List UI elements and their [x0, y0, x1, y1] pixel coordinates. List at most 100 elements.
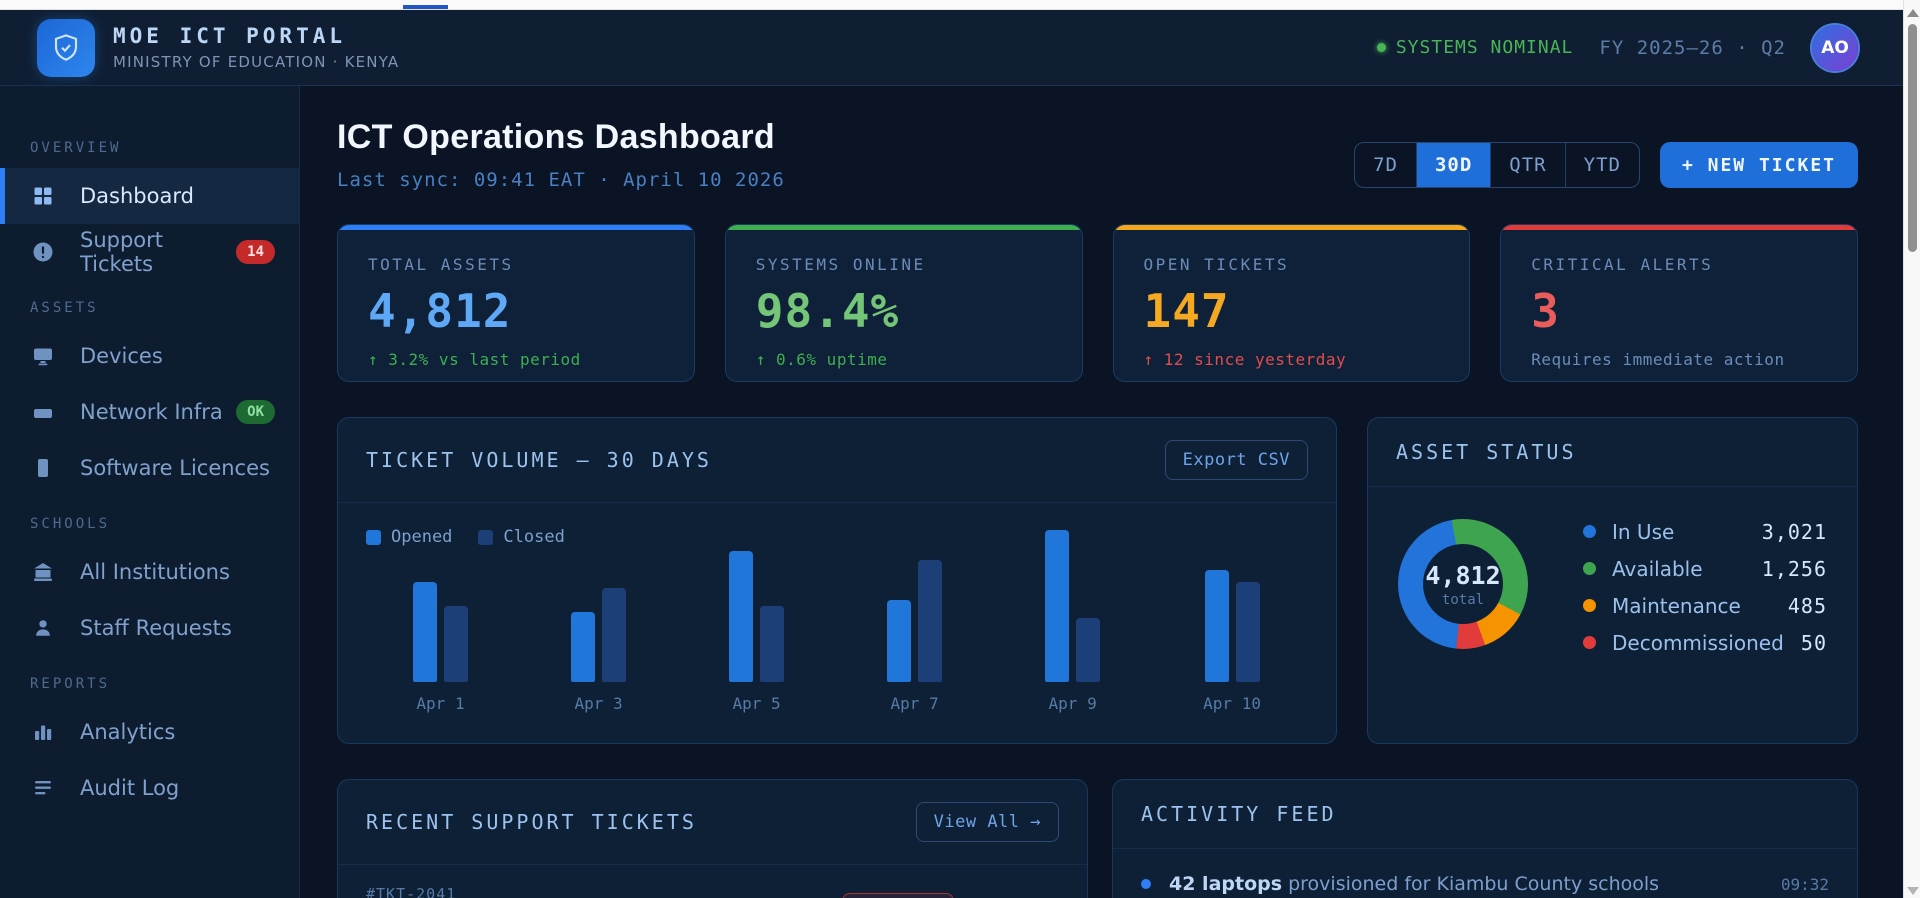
sidebar-item-all-institutions[interactable]: All Institutions — [0, 544, 299, 600]
stat-card-open-tickets: OPEN TICKETS 147 ↑ 12 since yesterday — [1112, 224, 1471, 382]
sidebar-section-overview: OVERVIEW — [30, 140, 122, 156]
bar-closed — [1235, 582, 1260, 682]
bar-group-apr-3: Apr 3 — [571, 588, 627, 713]
sidebar-item-software-licences[interactable]: Software Licences — [0, 440, 299, 496]
brand-text: MOE ICT PORTAL MINISTRY OF EDUCATION · K… — [113, 24, 399, 71]
ticket-row[interactable]: #TKT-2041 Network outage — Starehe Boys'… — [338, 865, 1087, 898]
activity-feed-header: ACTIVITY FEED — [1113, 780, 1857, 849]
system-status-text: SYSTEMS NOMINAL — [1395, 37, 1574, 58]
sidebar-item-audit-log[interactable]: Audit Log — [0, 760, 299, 816]
ticket-volume-header: TICKET VOLUME — 30 DAYS Export CSV — [338, 418, 1336, 503]
stat-card-systems-online: SYSTEMS ONLINE 98.4% ↑ 0.6% uptime — [724, 224, 1083, 382]
range-button-qtr[interactable]: QTR — [1491, 143, 1566, 187]
range-button-7d[interactable]: 7D — [1355, 143, 1417, 187]
sidebar-item-label: Staff Requests — [80, 616, 232, 640]
vertical-scrollbar[interactable] — [1903, 0, 1920, 898]
range-button-ytd[interactable]: YTD — [1566, 143, 1639, 187]
licence-box-icon — [30, 455, 56, 481]
asset-status-title: ASSET STATUS — [1396, 440, 1577, 464]
scrollbar-thumb[interactable] — [1908, 24, 1917, 252]
legend-label: Opened — [391, 527, 453, 547]
activity-highlight: 42 laptops — [1169, 873, 1283, 895]
export-csv-button[interactable]: Export CSV — [1164, 440, 1308, 480]
status-dot-icon — [1376, 43, 1386, 52]
scroll-down-arrow-icon[interactable] — [1907, 887, 1919, 895]
top-header-bar: MOE ICT PORTAL MINISTRY OF EDUCATION · K… — [0, 10, 1903, 86]
sidebar-item-support-tickets[interactable]: Support Tickets 14 — [0, 224, 299, 280]
asset-legend-value: 3,021 — [1761, 519, 1827, 544]
bar-opened — [729, 551, 754, 682]
asset-legend-value: 50 — [1800, 630, 1827, 655]
sidebar-item-label: All Institutions — [80, 560, 230, 584]
alert-circle-icon — [30, 239, 56, 265]
donut-center: 4,812 total — [1423, 544, 1503, 624]
header-controls: 7D 30D QTR YTD + NEW TICKET — [1354, 142, 1858, 188]
bar-group-apr-1: Apr 1 — [413, 582, 468, 713]
bar-opened — [887, 600, 912, 682]
scroll-up-arrow-icon[interactable] — [1907, 9, 1919, 17]
bar-group-apr-10: Apr 10 — [1203, 570, 1261, 713]
sidebar-item-devices[interactable]: Devices — [0, 328, 299, 384]
sidebar-item-analytics[interactable]: Analytics — [0, 704, 299, 760]
activity-rest: provisioned for Kiambu County schools — [1282, 873, 1660, 895]
asset-legend-label: In Use — [1612, 519, 1675, 544]
ticket-status: CRITICAL OPEN · 2h — [842, 893, 1059, 898]
sidebar-item-label: Analytics — [80, 720, 176, 744]
asset-legend-label: Available — [1612, 556, 1703, 581]
bar-chart: Apr 1 Apr 3 Apr 5 Apr 7 Apr 9 Apr 10 — [338, 530, 1336, 713]
view-all-button[interactable]: View All → — [915, 802, 1059, 842]
range-button-30d[interactable]: 30D — [1416, 143, 1492, 187]
bar-category-label: Apr 7 — [890, 694, 939, 713]
bar-category-label: Apr 5 — [732, 694, 781, 713]
asset-legend-label: Maintenance — [1612, 593, 1741, 618]
recent-tickets-title: RECENT SUPPORT TICKETS — [366, 810, 697, 834]
sidebar-section-assets: ASSETS — [30, 300, 99, 316]
activity-text: 42 laptops provisioned for Kiambu County… — [1169, 873, 1659, 895]
grid-icon — [30, 183, 56, 209]
ticket-info: #TKT-2041 Network outage — Starehe Boys'… — [366, 885, 790, 898]
sidebar-section-reports: REPORTS — [30, 676, 111, 692]
browser-top-strip — [0, 0, 1920, 10]
recent-tickets-panel: RECENT SUPPORT TICKETS View All → #TKT-2… — [337, 779, 1088, 898]
stat-value: 4,812 — [368, 284, 512, 338]
network-status-badge: OK — [236, 400, 275, 424]
sidebar-item-staff-requests[interactable]: Staff Requests — [0, 600, 299, 656]
app-window: MOE ICT PORTAL MINISTRY OF EDUCATION · K… — [0, 10, 1903, 898]
legend-dot-icon — [1583, 599, 1596, 612]
bar-opened — [1045, 530, 1070, 682]
asset-status-header: ASSET STATUS — [1368, 418, 1857, 487]
donut-chart: 4,812 total — [1398, 519, 1528, 649]
stat-label: OPEN TICKETS — [1143, 255, 1290, 274]
router-icon — [30, 399, 56, 425]
asset-legend-value: 485 — [1787, 593, 1827, 618]
app-subtitle: MINISTRY OF EDUCATION · KENYA — [113, 53, 400, 71]
asset-legend-row-decommissioned: Decommissioned 50 — [1583, 624, 1827, 661]
stat-value: 98.4% — [755, 284, 900, 338]
sidebar-item-label: Support Tickets — [80, 228, 164, 276]
bar-chart-legend: Opened Closed — [338, 503, 1336, 547]
last-sync-text: Last sync: 09:41 EAT · April 10 2026 — [337, 169, 785, 191]
sidebar-item-label: Dashboard — [80, 184, 194, 208]
severity-badge: CRITICAL — [842, 893, 955, 898]
asset-legend-row-available: Available 1,256 — [1583, 550, 1827, 587]
donut-total-value: 4,812 — [1425, 560, 1501, 590]
app-title: MOE ICT PORTAL — [113, 24, 347, 48]
bar-category-label: Apr 3 — [574, 694, 623, 713]
activity-item: 42 laptops provisioned for Kiambu County… — [1113, 849, 1857, 898]
activity-dot-icon — [1141, 879, 1151, 889]
legend-item-closed: Closed — [478, 527, 565, 547]
sidebar-item-network-infra[interactable]: Network Infra OK — [0, 384, 299, 440]
sidebar-item-label: Audit Log — [80, 776, 180, 800]
activity-feed-title: ACTIVITY FEED — [1141, 802, 1337, 826]
sidebar-item-label: Network Infra — [80, 400, 223, 424]
bar-closed — [1076, 618, 1101, 682]
monitor-icon — [30, 343, 56, 369]
bar-group-apr-9: Apr 9 — [1045, 530, 1101, 713]
sidebar-item-dashboard[interactable]: Dashboard — [0, 168, 299, 224]
bar-chart-icon — [30, 719, 56, 745]
bar-group-apr-5: Apr 5 — [729, 551, 785, 713]
system-status: SYSTEMS NOMINAL — [1376, 37, 1574, 58]
date-range-selector: 7D 30D QTR YTD — [1354, 142, 1640, 188]
new-ticket-button[interactable]: + NEW TICKET — [1659, 142, 1858, 188]
user-avatar[interactable]: AO — [1812, 24, 1858, 71]
